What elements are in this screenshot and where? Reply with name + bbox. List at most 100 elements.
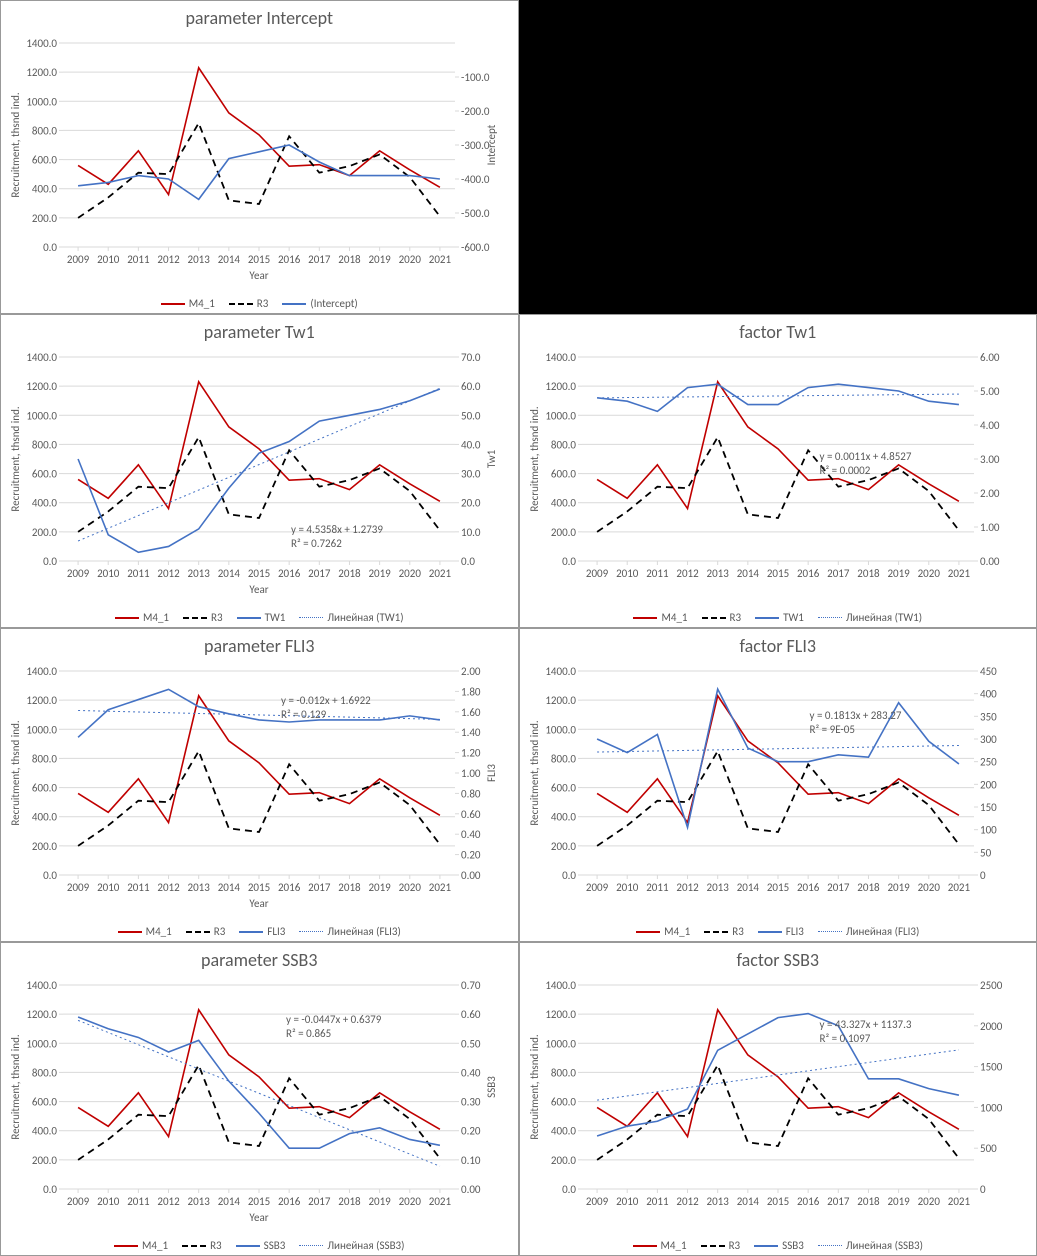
svg-text:20.0: 20.0 xyxy=(461,497,481,510)
svg-text:200.0: 200.0 xyxy=(32,1154,58,1167)
svg-text:2016: 2016 xyxy=(278,1195,301,1208)
chart-f_ssb3: factor SSB30.0200.0400.0600.0800.01000.0… xyxy=(519,942,1037,1256)
chart-title: parameter Tw1 xyxy=(3,321,516,343)
svg-text:400.0: 400.0 xyxy=(550,497,576,510)
svg-text:2016: 2016 xyxy=(796,881,819,894)
svg-text:1000: 1000 xyxy=(980,1101,1003,1114)
svg-text:0: 0 xyxy=(980,869,986,882)
svg-text:150: 150 xyxy=(980,801,997,814)
svg-text:1400.0: 1400.0 xyxy=(26,665,57,678)
svg-text:0.0: 0.0 xyxy=(562,1183,576,1196)
svg-text:-600.0: -600.0 xyxy=(461,241,490,254)
svg-text:Recruitment, thsnd ind.: Recruitment, thsnd ind. xyxy=(528,406,541,511)
svg-text:50.0: 50.0 xyxy=(461,409,481,422)
chart-p_fli3: parameter FLI30.0200.0400.0600.0800.0100… xyxy=(0,628,519,942)
svg-text:0.0: 0.0 xyxy=(43,1183,57,1196)
svg-text:100: 100 xyxy=(980,824,997,837)
svg-text:800.0: 800.0 xyxy=(550,438,576,451)
svg-text:250: 250 xyxy=(980,756,997,769)
svg-text:2011: 2011 xyxy=(127,567,150,580)
svg-text:SSB3: SSB3 xyxy=(485,1076,498,1098)
svg-text:2009: 2009 xyxy=(585,881,608,894)
svg-text:2016: 2016 xyxy=(796,1195,819,1208)
svg-text:1000.0: 1000.0 xyxy=(26,1037,57,1050)
svg-text:600.0: 600.0 xyxy=(550,468,576,481)
svg-text:400.0: 400.0 xyxy=(32,1125,58,1138)
svg-text:50: 50 xyxy=(980,846,992,859)
svg-text:2013: 2013 xyxy=(188,1195,211,1208)
svg-text:40.0: 40.0 xyxy=(461,438,481,451)
chart-title: parameter SSB3 xyxy=(3,949,516,971)
svg-text:0.0: 0.0 xyxy=(562,869,576,882)
svg-text:400.0: 400.0 xyxy=(550,1125,576,1138)
svg-text:2013: 2013 xyxy=(188,881,211,894)
svg-text:Recruitment, thsnd ind.: Recruitment, thsnd ind. xyxy=(9,720,22,825)
svg-text:2014: 2014 xyxy=(218,567,241,580)
svg-text:200.0: 200.0 xyxy=(32,526,58,539)
svg-text:0.60: 0.60 xyxy=(461,1008,481,1021)
svg-text:0.0: 0.0 xyxy=(562,555,576,568)
svg-text:0.60: 0.60 xyxy=(461,808,481,821)
svg-text:2019: 2019 xyxy=(368,881,391,894)
svg-text:2010: 2010 xyxy=(97,1195,120,1208)
trend-equation: y = 4.5358x + 1.2739R² = 0.7262 xyxy=(291,523,383,551)
svg-text:0.00: 0.00 xyxy=(980,555,1000,568)
chart-f_tw1: factor Tw10.0200.0400.0600.0800.01000.01… xyxy=(519,314,1037,628)
svg-text:3.00: 3.00 xyxy=(980,453,1000,466)
chart-title: factor SSB3 xyxy=(522,949,1035,971)
svg-text:200.0: 200.0 xyxy=(550,840,576,853)
svg-text:2011: 2011 xyxy=(646,881,669,894)
svg-text:2014: 2014 xyxy=(218,253,241,266)
svg-text:2.00: 2.00 xyxy=(980,487,1000,500)
trend-equation: y = -0.012x + 1.6922R² = 0.129 xyxy=(281,694,371,722)
svg-text:2020: 2020 xyxy=(917,881,940,894)
svg-text:Recruitment, thsnd ind.: Recruitment, thsnd ind. xyxy=(9,92,22,197)
svg-text:2014: 2014 xyxy=(218,1195,241,1208)
svg-text:2009: 2009 xyxy=(67,881,90,894)
svg-text:-500.0: -500.0 xyxy=(461,207,490,220)
svg-text:30.0: 30.0 xyxy=(461,468,481,481)
svg-text:2012: 2012 xyxy=(157,567,180,580)
svg-text:1.40: 1.40 xyxy=(461,726,481,739)
svg-text:2012: 2012 xyxy=(157,253,180,266)
svg-text:2021: 2021 xyxy=(429,253,452,266)
svg-text:2015: 2015 xyxy=(248,881,270,894)
svg-text:2017: 2017 xyxy=(827,1195,850,1208)
svg-text:600.0: 600.0 xyxy=(32,1096,58,1109)
svg-text:800.0: 800.0 xyxy=(32,438,58,451)
svg-text:1400.0: 1400.0 xyxy=(26,351,57,364)
svg-text:2021: 2021 xyxy=(947,1195,970,1208)
svg-text:2012: 2012 xyxy=(157,1195,180,1208)
svg-text:600.0: 600.0 xyxy=(550,782,576,795)
chart-p_ssb3: parameter SSB30.0200.0400.0600.0800.0100… xyxy=(0,942,519,1256)
svg-text:2019: 2019 xyxy=(887,881,910,894)
svg-text:2009: 2009 xyxy=(67,567,90,580)
svg-text:0.00: 0.00 xyxy=(461,1183,481,1196)
svg-text:-400.0: -400.0 xyxy=(461,173,490,186)
svg-text:1000.0: 1000.0 xyxy=(26,409,57,422)
svg-text:1200.0: 1200.0 xyxy=(545,1008,576,1021)
svg-text:2010: 2010 xyxy=(616,567,639,580)
svg-text:2015: 2015 xyxy=(248,253,270,266)
svg-text:300: 300 xyxy=(980,733,997,746)
svg-text:2009: 2009 xyxy=(585,1195,608,1208)
svg-text:2021: 2021 xyxy=(947,567,970,580)
svg-text:0.0: 0.0 xyxy=(43,869,57,882)
svg-text:800.0: 800.0 xyxy=(32,124,58,137)
svg-text:2018: 2018 xyxy=(338,253,361,266)
svg-text:0: 0 xyxy=(980,1183,986,1196)
svg-text:Year: Year xyxy=(249,1211,268,1224)
svg-text:1.60: 1.60 xyxy=(461,706,481,719)
svg-text:2021: 2021 xyxy=(429,1195,452,1208)
chart-title: parameter Intercept xyxy=(3,7,516,29)
svg-text:2018: 2018 xyxy=(338,567,361,580)
svg-text:2009: 2009 xyxy=(67,1195,90,1208)
svg-text:-100.0: -100.0 xyxy=(461,71,490,84)
svg-text:600.0: 600.0 xyxy=(32,782,58,795)
svg-text:Recruitment, thsnd ind.: Recruitment, thsnd ind. xyxy=(528,720,541,825)
chart-p_tw1: parameter Tw10.0200.0400.0600.0800.01000… xyxy=(0,314,519,628)
svg-text:2020: 2020 xyxy=(399,567,422,580)
svg-text:2016: 2016 xyxy=(278,253,301,266)
svg-text:1.00: 1.00 xyxy=(461,767,481,780)
empty-cell xyxy=(519,0,1037,314)
